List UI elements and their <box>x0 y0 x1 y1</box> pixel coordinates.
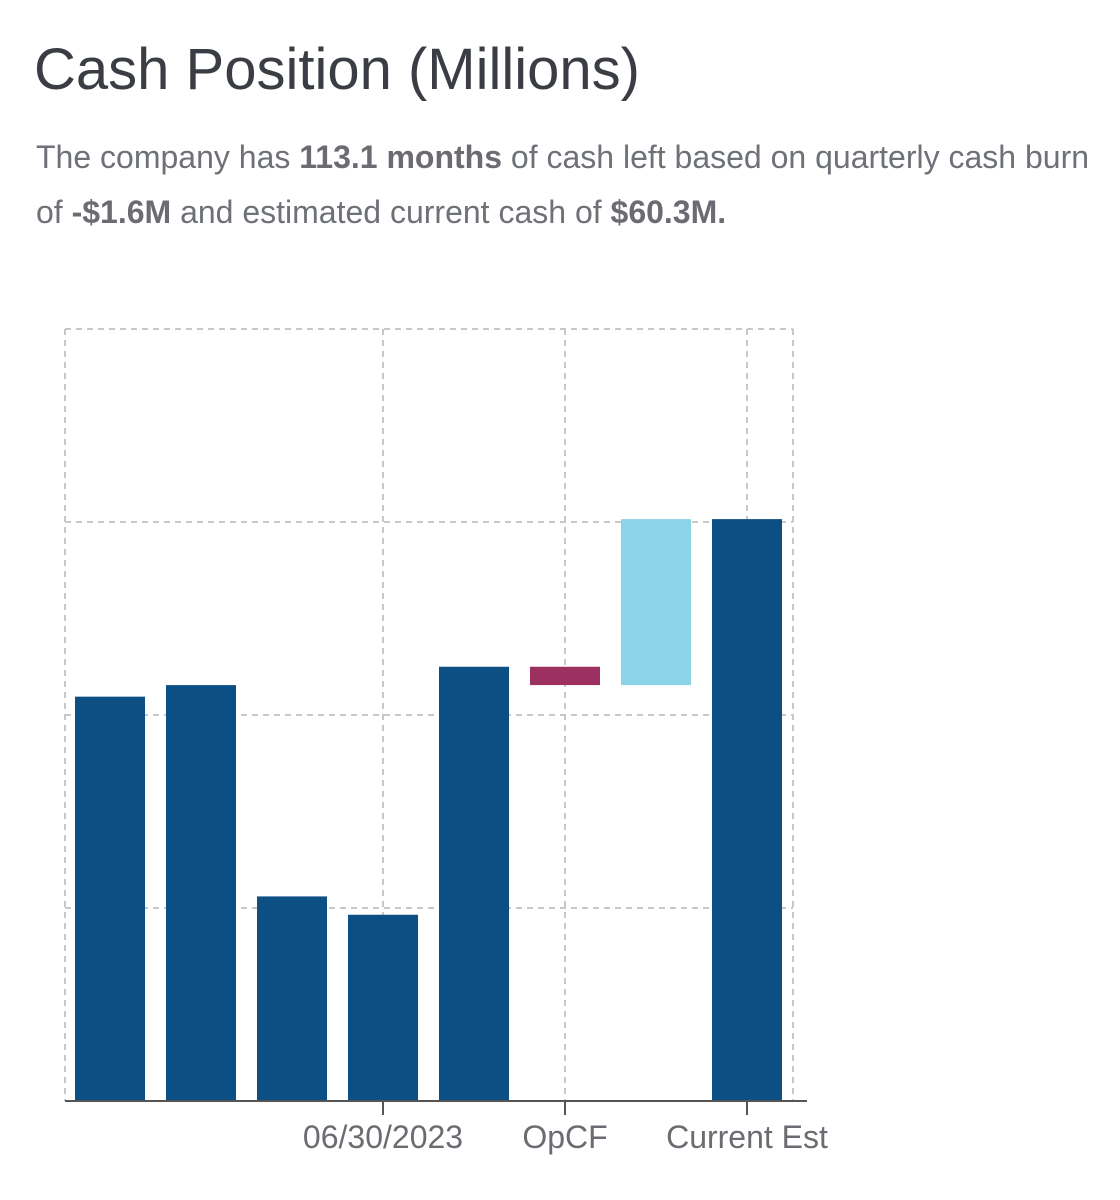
bar-balance <box>712 519 782 1101</box>
summary-text-1: The company has <box>36 139 300 175</box>
bar-balance <box>75 696 145 1101</box>
grid <box>64 328 794 1101</box>
bar-negative-flow <box>530 666 600 686</box>
bar-balance <box>166 685 236 1101</box>
months-left-value: 113.1 months <box>299 139 502 175</box>
x-tick-label: Current Est <box>666 1119 828 1155</box>
bars <box>75 519 782 1101</box>
summary-text-2: of cash left based on quarterly cash bur… <box>36 139 1090 230</box>
page-title: Cash Position (Millions) <box>34 37 640 102</box>
cash-burn-value: -$1.6M <box>71 194 172 230</box>
summary-text-3: and estimated current cash of <box>171 194 611 230</box>
x-axis: 06/30/2023 OpCF Current Est <box>65 1100 828 1155</box>
x-tick-label: OpCF <box>522 1119 607 1155</box>
cash-summary: The company has 113.1 months of cash lef… <box>36 130 1111 240</box>
x-tick-label: 06/30/2023 <box>303 1119 463 1155</box>
bar-balance <box>348 914 418 1101</box>
bar-balance <box>257 896 327 1101</box>
bar-positive-flow <box>621 519 691 686</box>
bar-balance <box>439 666 509 1101</box>
current-cash-value: $60.3M. <box>610 194 727 230</box>
